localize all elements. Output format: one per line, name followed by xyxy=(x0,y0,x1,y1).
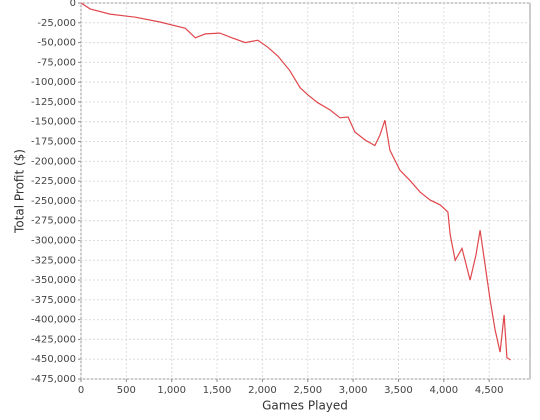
y-tick-label: -200,000 xyxy=(31,156,76,167)
y-tick-label: -425,000 xyxy=(31,334,76,345)
y-tick-label: -225,000 xyxy=(31,176,76,187)
y-axis-title: Total Profit ($) xyxy=(13,149,27,234)
y-tick-label: -375,000 xyxy=(31,295,76,306)
x-tick-label: 1,000 xyxy=(157,385,186,396)
y-tick-label: -475,000 xyxy=(31,374,76,385)
y-tick-label: -50,000 xyxy=(37,38,76,49)
x-tick-label: 0 xyxy=(78,385,84,396)
x-tick-label: 3,500 xyxy=(384,385,413,396)
y-tick-label: -175,000 xyxy=(31,137,76,148)
y-tick-label: -250,000 xyxy=(31,196,76,207)
y-tick-label: -350,000 xyxy=(31,275,76,286)
y-tick-label: -275,000 xyxy=(31,216,76,227)
y-tick-label: -450,000 xyxy=(31,354,76,365)
y-tick-label: 0 xyxy=(70,0,76,9)
y-tick-label: -400,000 xyxy=(31,315,76,326)
x-tick-label: 1,500 xyxy=(203,385,232,396)
x-axis-title: Games Played xyxy=(262,399,348,413)
x-tick-label: 2,500 xyxy=(293,385,322,396)
y-tick-label: -100,000 xyxy=(31,77,76,88)
y-tick-label: -325,000 xyxy=(31,255,76,266)
plot-area xyxy=(80,2,531,380)
y-tick-label: -25,000 xyxy=(37,18,76,29)
y-tick-label: -75,000 xyxy=(37,57,76,68)
y-tick-label: -150,000 xyxy=(31,117,76,128)
y-tick-label: -300,000 xyxy=(31,235,76,246)
x-tick-label: 3,000 xyxy=(339,385,368,396)
y-tick-label: -125,000 xyxy=(31,97,76,108)
data-line xyxy=(80,2,511,361)
x-tick-label: 4,000 xyxy=(430,385,459,396)
x-tick-label: 2,000 xyxy=(248,385,277,396)
x-tick-label: 500 xyxy=(117,385,136,396)
x-tick-label: 4,500 xyxy=(475,385,504,396)
